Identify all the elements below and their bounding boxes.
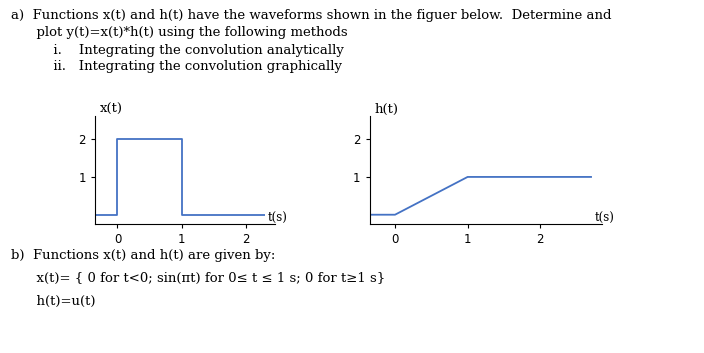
Text: t(s): t(s): [595, 213, 615, 225]
Text: h(t)=u(t): h(t)=u(t): [11, 295, 95, 308]
Text: i.    Integrating the convolution analytically: i. Integrating the convolution analytica…: [11, 44, 344, 57]
Text: h(t): h(t): [375, 103, 398, 116]
Text: x(t): x(t): [99, 103, 122, 116]
Text: t(s): t(s): [268, 213, 288, 225]
Text: ii.   Integrating the convolution graphically: ii. Integrating the convolution graphica…: [11, 60, 341, 73]
Text: x(t)= { 0 for t<0; sin(πt) for 0≤ t ≤ 1 s; 0 for t≥1 s}: x(t)= { 0 for t<0; sin(πt) for 0≤ t ≤ 1 …: [11, 272, 385, 285]
Text: plot y(t)=x(t)*h(t) using the following methods: plot y(t)=x(t)*h(t) using the following …: [11, 26, 347, 40]
Text: a)  Functions x(t) and h(t) have the waveforms shown in the figuer below.  Deter: a) Functions x(t) and h(t) have the wave…: [11, 9, 611, 22]
Text: b)  Functions x(t) and h(t) are given by:: b) Functions x(t) and h(t) are given by:: [11, 249, 275, 262]
